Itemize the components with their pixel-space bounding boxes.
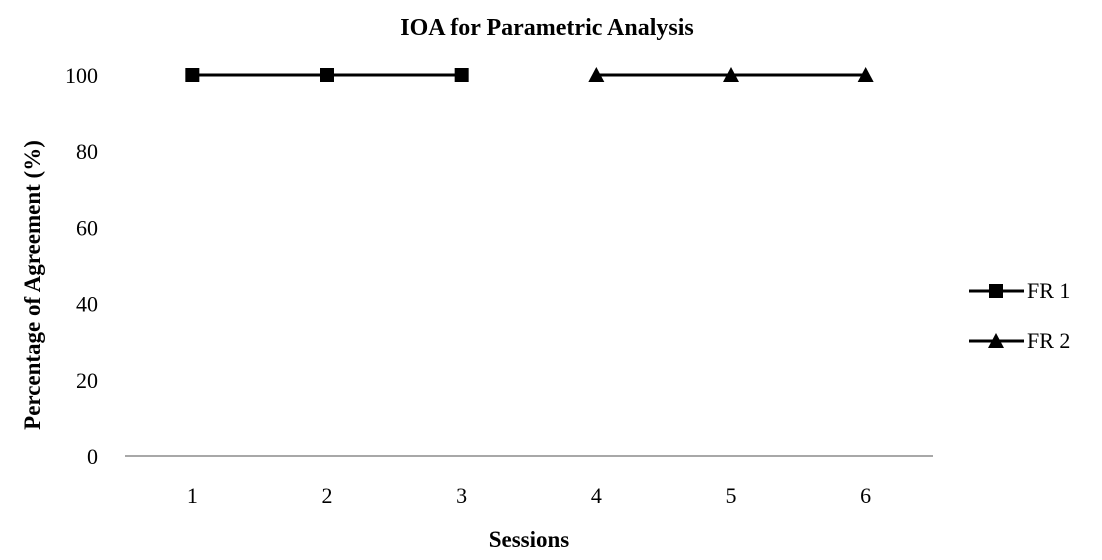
y-tick-label: 0 [87,444,98,469]
data-point-marker [320,68,334,82]
x-tick-label: 2 [322,483,333,508]
legend-marker [988,333,1004,348]
legend: FR 1 FR 2 [969,278,1070,353]
legend-item: FR 2 [969,328,1070,353]
data-point-marker [185,68,200,82]
legend-label: FR 1 [1027,278,1070,303]
x-tick-label: 6 [860,483,871,508]
y-axis-title: Percentage of Agreement (%) [20,140,45,430]
data-point-marker [857,67,874,82]
series-layer [185,67,874,82]
x-tick-label: 5 [726,483,737,508]
legend-item: FR 1 [969,278,1070,303]
x-axis-title: Sessions [489,527,570,552]
legend-label: FR 2 [1027,328,1070,353]
x-tick-label: 4 [591,483,602,508]
data-point-marker [588,67,605,82]
y-tick-label: 40 [76,292,98,317]
y-tick-labels: 0 20 40 60 80 100 [65,63,98,469]
chart-title: IOA for Parametric Analysis [400,15,694,41]
y-tick-label: 20 [76,368,98,393]
legend-marker [989,284,1003,298]
y-tick-label: 80 [76,139,98,164]
x-tick-labels: 1 2 3 4 5 6 [187,483,871,508]
x-tick-label: 3 [456,483,467,508]
data-point-marker [723,67,739,82]
series [185,68,469,82]
data-point-marker [454,68,469,82]
y-tick-label: 60 [76,215,98,240]
x-tick-label: 1 [187,483,198,508]
series [588,67,874,82]
y-tick-label: 100 [65,63,98,88]
